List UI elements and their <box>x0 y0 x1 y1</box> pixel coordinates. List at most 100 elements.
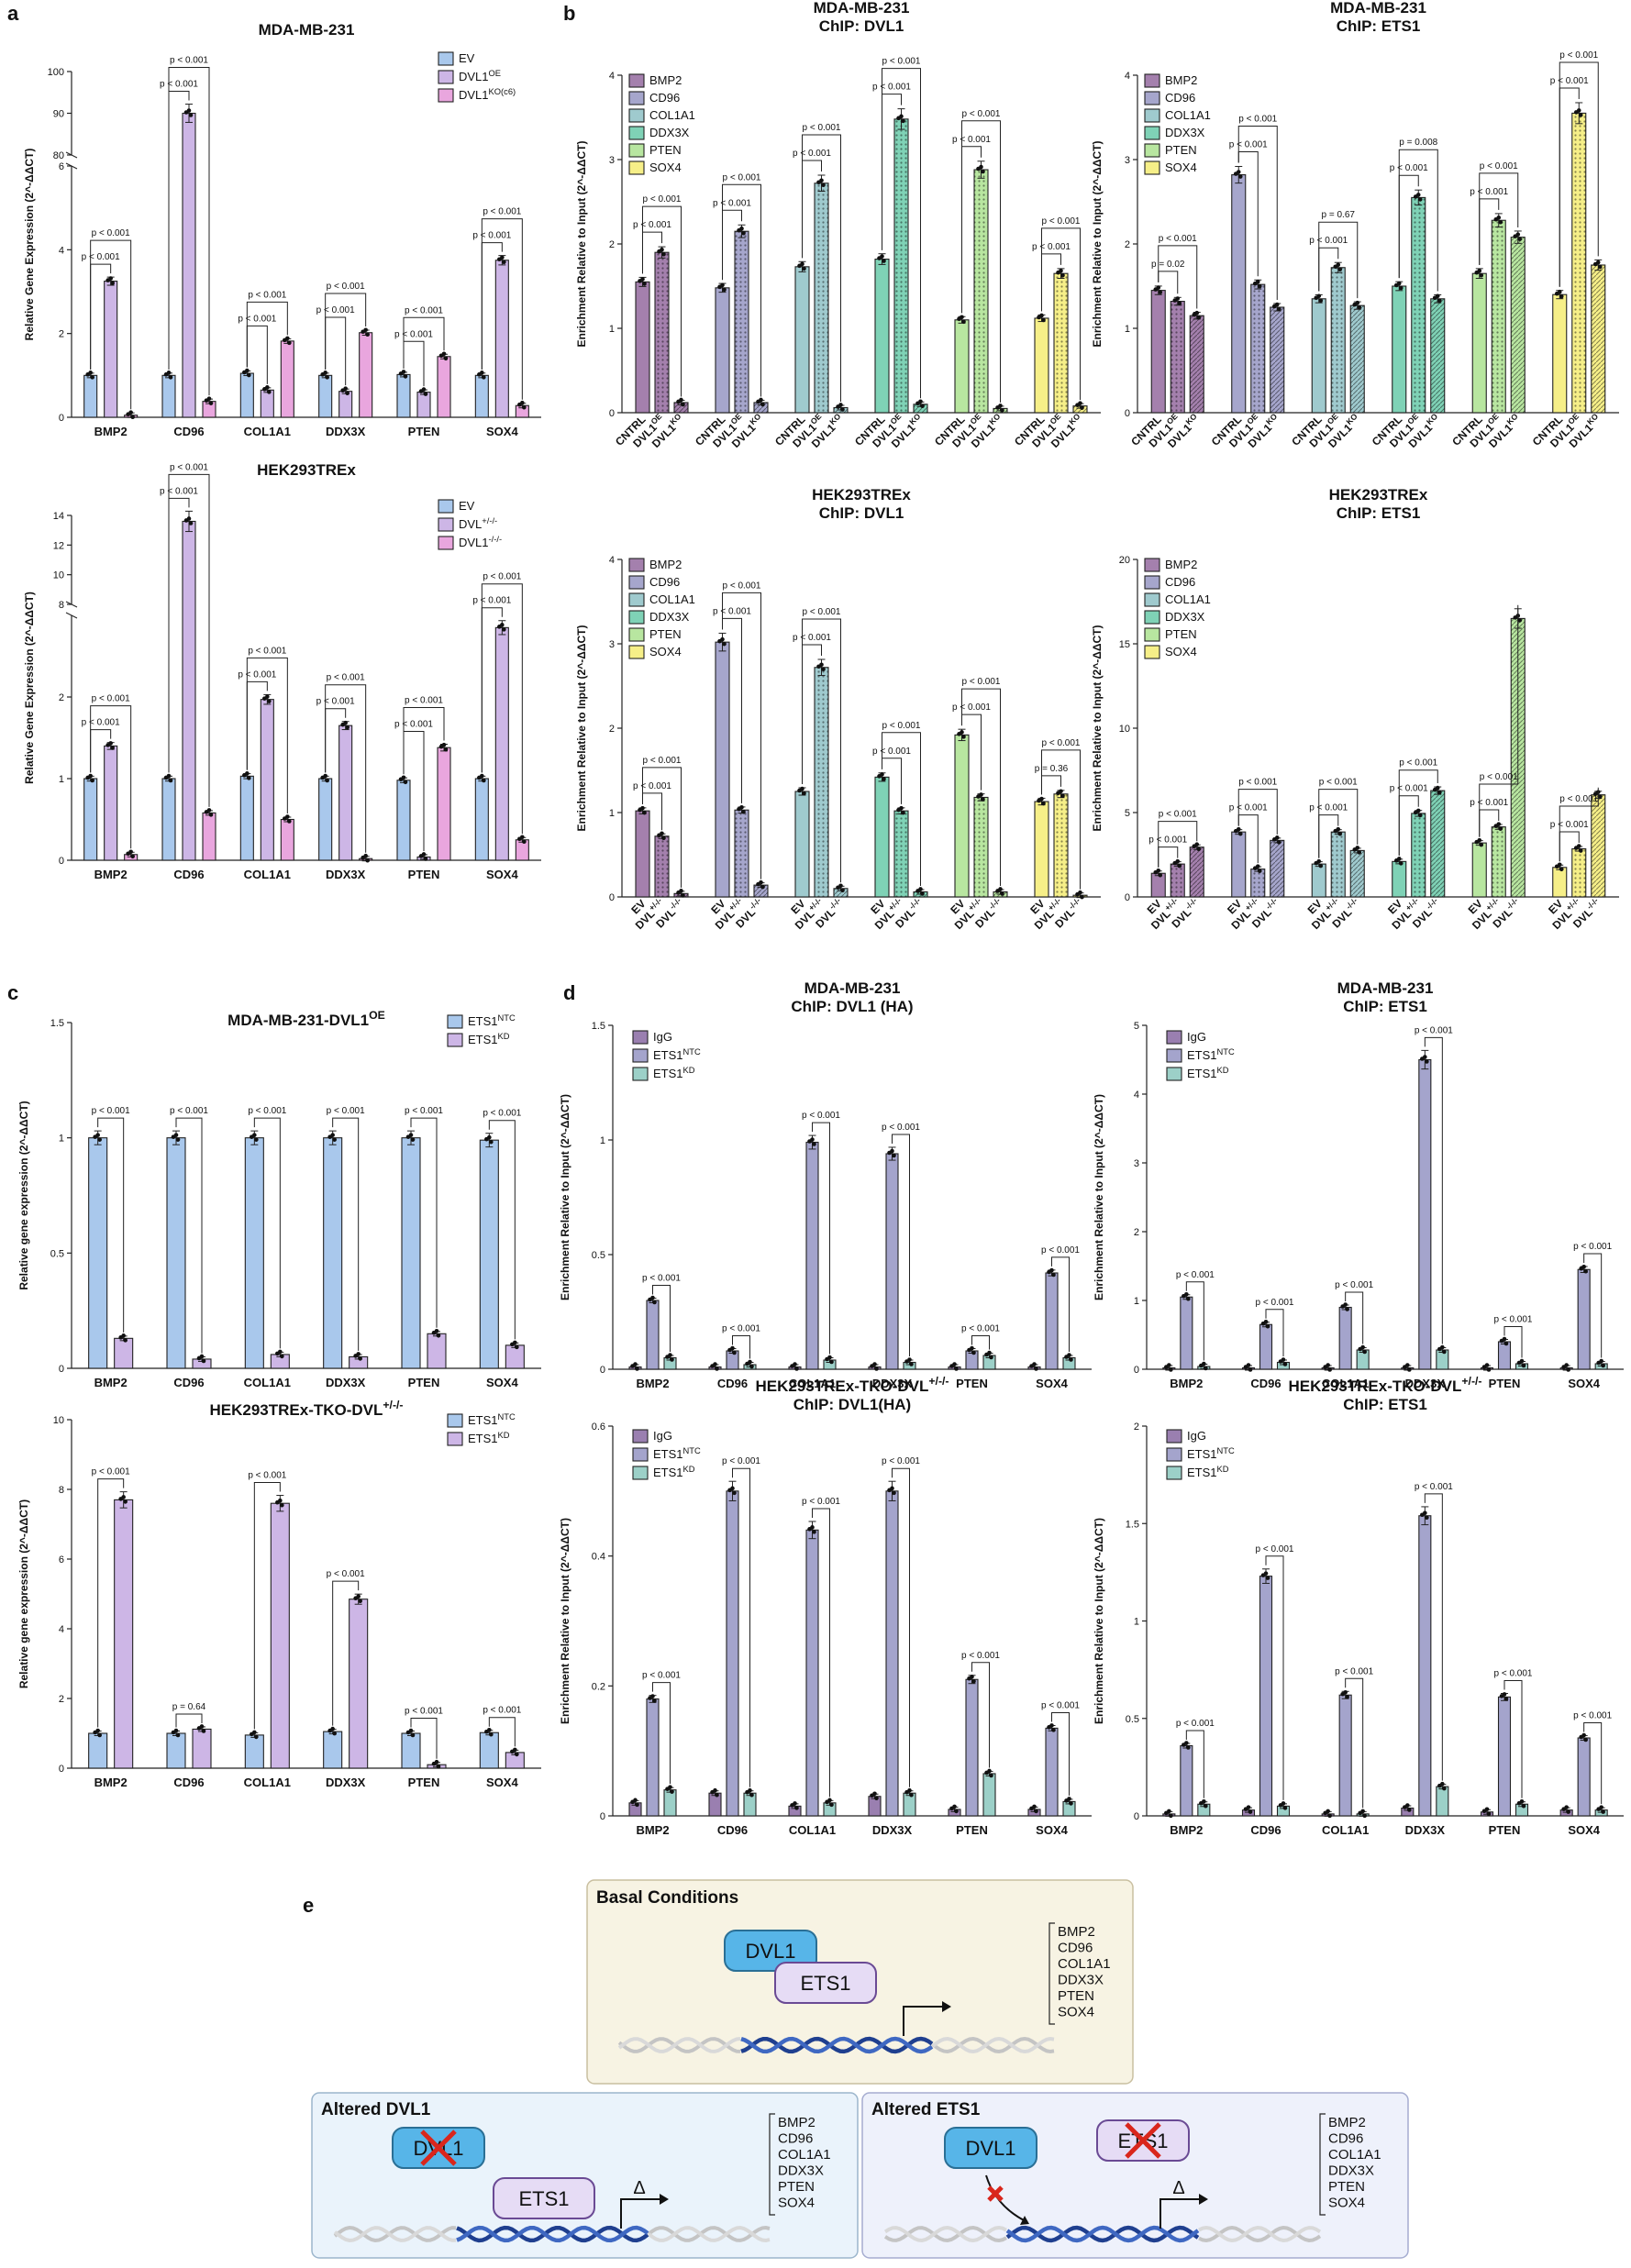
p-value-label: p < 0.001 <box>1390 784 1428 794</box>
p-value-label: p < 0.001 <box>405 1707 443 1717</box>
legend-swatch <box>628 108 645 123</box>
data-point <box>186 108 192 113</box>
bar <box>1418 1515 1432 1817</box>
bar <box>874 259 890 414</box>
p-value-label: p < 0.001 <box>1159 234 1197 244</box>
basal-dna <box>740 2036 934 2054</box>
legend-label: SOX4 <box>649 160 682 174</box>
y-tick-label: 10 <box>53 1415 64 1426</box>
altered-dvl1-tx-arrow <box>620 2198 660 2229</box>
data-point <box>247 776 251 780</box>
legend-swatch <box>632 1048 649 1063</box>
bar <box>239 372 254 418</box>
data-point <box>267 699 272 703</box>
bar <box>1552 867 1568 898</box>
p-value-label: p < 0.001 <box>1415 1482 1453 1492</box>
data-point <box>401 775 406 780</box>
data-point <box>1502 1336 1507 1342</box>
data-point <box>1202 1361 1206 1366</box>
x-tick-label: DDX3X <box>1405 1823 1446 1837</box>
data-point <box>660 247 664 252</box>
legend-label: COL1A1 <box>649 108 695 122</box>
data-point <box>681 893 685 898</box>
y-tick-label: 1.5 <box>1126 1519 1139 1530</box>
data-point <box>1435 785 1440 791</box>
data-point <box>1186 1745 1191 1750</box>
bar <box>646 1698 660 1817</box>
altered-ets1-tx-arrow-head <box>1199 2194 1208 2205</box>
legend-swatch <box>628 592 645 607</box>
bar <box>1392 860 1407 898</box>
data-point <box>247 372 251 378</box>
data-point <box>1281 1357 1286 1362</box>
y-tick-label: 10 <box>1119 724 1130 735</box>
y-axis-label: Enrichment Relative to Input (2^-ΔΔCT) <box>1093 1094 1105 1300</box>
data-point <box>110 281 115 285</box>
data-point <box>880 772 884 777</box>
significance-bracket <box>1185 1730 1204 1798</box>
chart-title-sup: +/-/- <box>383 1399 403 1411</box>
legend-label-base: DDX3X <box>1165 126 1205 139</box>
data-point <box>1248 1367 1253 1372</box>
legend-label-sup: NTC <box>498 1412 516 1422</box>
legend-label-sup: KD <box>683 1066 695 1075</box>
data-point <box>1246 1363 1251 1367</box>
altered-dvl1-gene: CD96 <box>778 2131 813 2147</box>
bar <box>1471 272 1487 414</box>
y-tick-label: 1 <box>59 774 64 785</box>
data-point <box>441 742 447 747</box>
p-value-label: p < 0.001 <box>643 756 682 766</box>
chart-subtitle: ChIP: DVL1 <box>819 17 904 35</box>
x-tick-label: SOX4 <box>1036 1377 1068 1390</box>
p-value-label: p < 0.001 <box>405 1106 443 1116</box>
data-point <box>110 746 115 750</box>
data-point <box>670 1789 674 1794</box>
legend-swatch <box>1144 558 1160 572</box>
bar <box>244 1734 264 1769</box>
data-point <box>1202 1798 1206 1804</box>
x-tick-label: PTEN <box>408 1776 440 1789</box>
schematic-altered-dvl1: Altered DVL1DVL1ETS1ΔBMP2CD96COL1A1DDX3X… <box>311 2092 859 2259</box>
p-value-label: p < 0.001 <box>405 695 443 705</box>
legend-swatch <box>1166 1048 1182 1063</box>
data-point <box>423 857 428 861</box>
bar <box>359 332 373 418</box>
data-point <box>793 1362 797 1366</box>
bar-pattern <box>1350 850 1365 897</box>
bar <box>1436 1786 1449 1817</box>
data-point <box>1521 1363 1526 1368</box>
x-tick-label: DDX3X <box>872 1377 913 1390</box>
data-point <box>90 778 94 783</box>
data-point <box>1343 1689 1348 1695</box>
data-point <box>1248 1809 1253 1814</box>
significance-bracket <box>1318 221 1359 299</box>
data-point <box>1059 789 1063 794</box>
p-value-label: p < 0.001 <box>882 721 921 731</box>
basal-dvl1-label: DVL1 <box>745 1940 795 1963</box>
significance-bracket <box>1237 125 1278 300</box>
data-point <box>1599 1358 1603 1364</box>
data-point <box>1336 262 1341 268</box>
altered-dvl1-dna <box>647 2225 771 2243</box>
legend-swatch <box>628 73 645 88</box>
data-point <box>343 720 348 725</box>
data-point <box>1237 831 1243 836</box>
data-point <box>1576 108 1581 113</box>
data-point <box>668 1353 672 1357</box>
y-tick-label: 0.6 <box>592 1422 605 1433</box>
p-value-label: p < 0.001 <box>882 1456 920 1466</box>
data-point <box>1343 1302 1348 1307</box>
chart-subtitle: ChIP: DVL1 <box>819 504 904 522</box>
bar <box>401 1732 421 1769</box>
p-value-label: p < 0.001 <box>962 677 1001 687</box>
data-point <box>960 730 964 735</box>
y-tick-label: 12 <box>53 540 64 551</box>
y-tick-label: 2 <box>1134 1227 1139 1238</box>
data-point <box>713 1787 717 1793</box>
chart-b3: 0 1 2 3 4 Enrichment Relative to Input (2^-ΔΔ… <box>575 486 1101 932</box>
data-point <box>1000 891 1004 896</box>
p-value-label: p < 0.001 <box>92 1467 130 1477</box>
data-point <box>1415 193 1421 197</box>
data-point <box>1067 1353 1071 1357</box>
data-point <box>1236 826 1241 832</box>
